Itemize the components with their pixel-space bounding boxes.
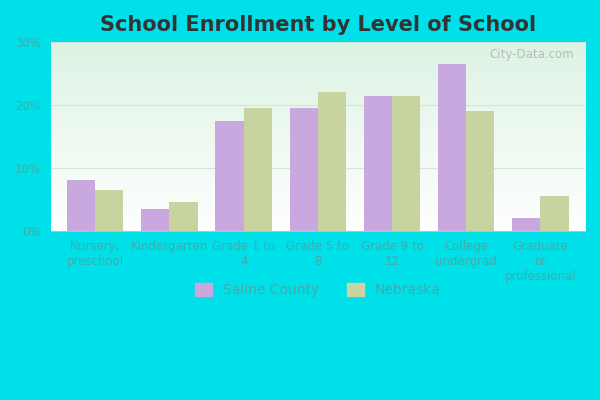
Bar (95, 190, 124, 230)
Text: City-Data.com: City-Data.com (490, 48, 574, 61)
Legend: Saline County, Nebraska: Saline County, Nebraska (190, 278, 446, 303)
Bar (466, 111, 494, 230)
Bar (67, 180, 95, 230)
Bar (392, 96, 420, 230)
Bar (318, 92, 346, 230)
Bar (290, 108, 318, 230)
Bar (169, 202, 197, 230)
Bar (141, 208, 169, 230)
Bar (438, 64, 466, 230)
Bar (215, 121, 244, 230)
Bar (512, 218, 541, 230)
Bar (244, 108, 272, 230)
Bar (364, 96, 392, 230)
Title: School Enrollment by Level of School: School Enrollment by Level of School (100, 15, 536, 35)
Bar (541, 196, 569, 230)
